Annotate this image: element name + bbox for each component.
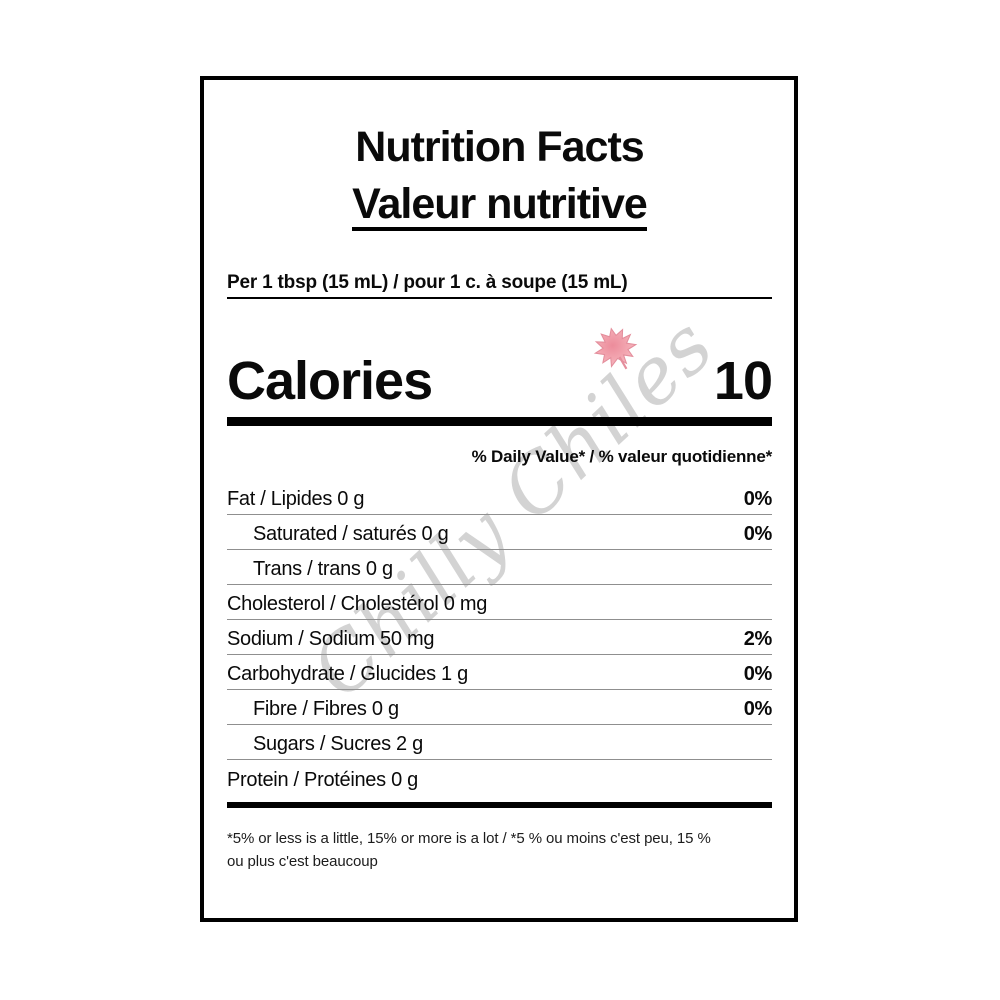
nutrient-row: Sodium / Sodium 50 mg 2% xyxy=(227,620,772,655)
nutrient-row: Fat / Lipides 0 g 0% xyxy=(227,480,772,515)
nutrient-row: Trans / trans 0 g xyxy=(227,550,772,585)
footnote: *5% or less is a little, 15% or more is … xyxy=(227,827,772,873)
nutrient-name: Sodium / Sodium 50 mg xyxy=(227,628,435,650)
nutrition-label: Nutrition Facts Valeur nutritive Per 1 t… xyxy=(200,76,798,922)
calories-label: Calories xyxy=(227,351,433,411)
nutrient-daily-value: 0% xyxy=(743,488,773,510)
nutrient-row: Sugars / Sucres 2 g xyxy=(227,725,772,760)
nutrient-daily-value: 0% xyxy=(743,523,773,545)
nutrient-name: Sugars / Sucres 2 g xyxy=(253,733,423,755)
divider-thick-top xyxy=(227,417,772,426)
serving-size: Per 1 tbsp (15 mL) / pour 1 c. à soupe (… xyxy=(227,271,772,299)
title-french: Valeur nutritive xyxy=(352,182,648,231)
nutrient-row: Carbohydrate / Glucides 1 g 0% xyxy=(227,655,772,690)
nutrient-name: Carbohydrate / Glucides 1 g xyxy=(227,663,468,685)
maple-leaf-icon xyxy=(593,327,638,370)
calories-value: 10 xyxy=(713,351,773,411)
divider-thick-bottom xyxy=(227,802,772,808)
nutrient-name: Trans / trans 0 g xyxy=(253,558,393,580)
nutrient-name: Protein / Protéines 0 g xyxy=(227,769,418,791)
nutrient-row: Saturated / saturés 0 g 0% xyxy=(227,515,772,550)
nutrient-name: Cholesterol / Cholestérol 0 mg xyxy=(227,593,488,615)
calories-row: Calories 10 xyxy=(227,351,773,411)
nutrient-name: Fat / Lipides 0 g xyxy=(227,488,365,510)
nutrient-rows: Fat / Lipides 0 g 0% Saturated / saturés… xyxy=(227,480,772,802)
nutrient-row: Cholesterol / Cholestérol 0 mg xyxy=(227,585,772,620)
footnote-line-1: *5% or less is a little, 15% or more is … xyxy=(227,830,711,847)
nutrient-name: Fibre / Fibres 0 g xyxy=(253,698,399,720)
footnote-line-2: ou plus c'est beaucoup xyxy=(227,853,378,870)
nutrient-daily-value: 0% xyxy=(743,663,773,685)
daily-value-header: % Daily Value* / % valeur quotidienne* xyxy=(471,447,773,466)
nutrient-name: Saturated / saturés 0 g xyxy=(253,523,449,545)
nutrient-daily-value: 2% xyxy=(743,628,773,650)
nutrient-daily-value: 0% xyxy=(743,698,773,720)
title-english: Nutrition Facts xyxy=(355,123,644,171)
label-content: Nutrition Facts Valeur nutritive Per 1 t… xyxy=(227,123,773,873)
title-french-wrap: Valeur nutritive xyxy=(227,182,772,231)
nutrient-row: Protein / Protéines 0 g xyxy=(227,760,772,802)
nutrient-row: Fibre / Fibres 0 g 0% xyxy=(227,690,772,725)
